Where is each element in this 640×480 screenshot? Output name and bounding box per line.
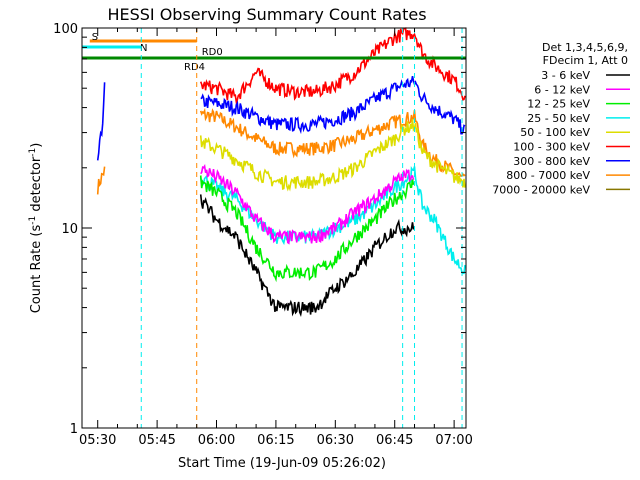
legend-entry-label: 6 - 12 keV	[534, 83, 590, 96]
legend-entry-label: 7000 - 20000 keV	[492, 183, 590, 196]
y-axis-label-sup-1: -1	[28, 216, 38, 225]
series-line	[199, 175, 415, 283]
y-tick-label: 100	[53, 22, 78, 37]
flag-label: RD0	[202, 47, 223, 58]
y-axis-label-part-1: Count Rate (s	[29, 225, 44, 314]
plot-series-group	[96, 27, 466, 318]
y-tick-label: 1	[70, 422, 78, 437]
legend-entry-label: 12 - 25 keV	[527, 98, 590, 111]
y-tick-label: 10	[61, 222, 78, 237]
series-line	[96, 76, 466, 161]
series-line	[199, 194, 415, 318]
flag-label: RD4	[184, 62, 205, 73]
axis-tick-labels-group: 05:30 05:45 06:00 06:15 06:30 06:45 07:00 1 10 10…	[53, 22, 473, 448]
x-tick-label: 05:45	[138, 433, 175, 448]
legend-entry-label: 800 - 7000 keV	[506, 169, 590, 182]
legend-entry-label: 300 - 800 keV	[513, 155, 590, 168]
axis-ticks-group	[82, 27, 466, 429]
x-tick-label: 06:00	[198, 433, 235, 448]
series-line	[199, 119, 466, 192]
x-tick-label: 06:45	[376, 433, 413, 448]
legend-entry-label: 50 - 100 keV	[520, 126, 590, 139]
series-line	[200, 164, 415, 245]
chart-title: HESSI Observing Summary Count Rates	[107, 5, 426, 24]
x-tick-label: 07:00	[435, 433, 472, 448]
legend: Det 1,3,4,5,6,9, FDecim 1, Att 0 3 - 6 k…	[492, 41, 630, 196]
legend-header-line-2: FDecim 1, Att 0	[543, 54, 628, 67]
y-axis-label-sup-2: -1	[28, 148, 38, 157]
legend-entry-label: 25 - 50 keV	[527, 112, 590, 125]
legend-entry-label: 3 - 6 keV	[541, 69, 590, 82]
x-tick-label: 06:15	[257, 433, 294, 448]
flag-label: S	[92, 32, 98, 43]
y-axis-label: Count Rate (s-1 detector-1)	[28, 143, 44, 314]
y-axis-label-part-3: )	[29, 143, 44, 148]
x-tick-label: 05:30	[79, 433, 116, 448]
x-axis-label: Start Time (19-Jun-09 05:26:02)	[178, 456, 386, 471]
legend-header-line-1: Det 1,3,4,5,6,9,	[542, 41, 628, 54]
legend-entry-label: 100 - 300 keV	[513, 141, 590, 154]
y-axis-label-part-2: detector	[29, 156, 44, 216]
flag-label: N	[140, 43, 147, 54]
series-line	[199, 27, 466, 105]
x-tick-label: 06:30	[317, 433, 354, 448]
